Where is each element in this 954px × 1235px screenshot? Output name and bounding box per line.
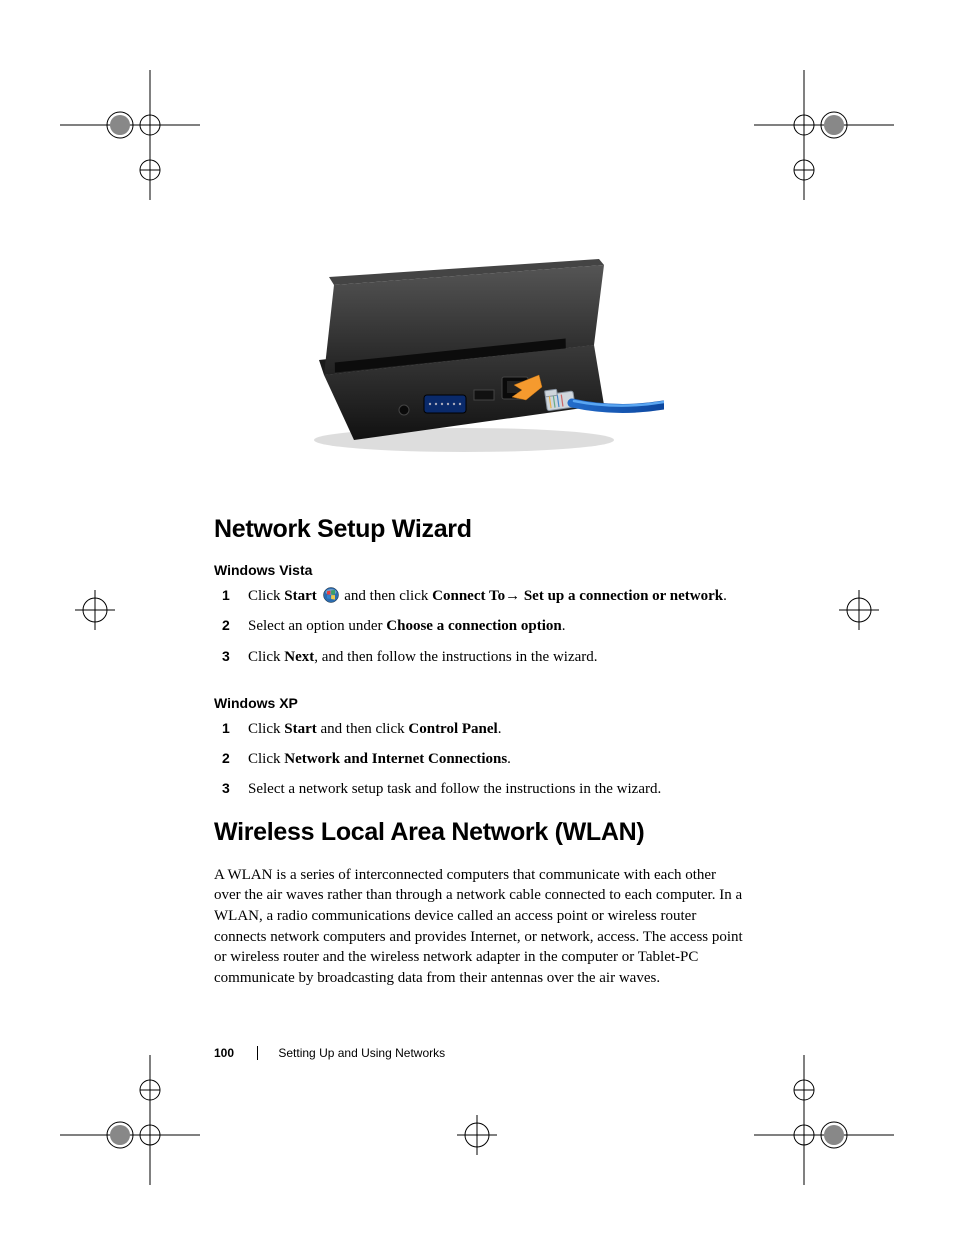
- step-item: 2 Click Network and Internet Connections.: [214, 749, 744, 769]
- step-text: Click: [248, 721, 284, 737]
- step-number: 2: [222, 616, 230, 635]
- step-item: 3 Select a network setup task and follow …: [214, 779, 744, 799]
- subsection-heading-xp: Windows XP: [214, 695, 744, 711]
- step-text: , and then follow the instructions in th…: [314, 649, 597, 665]
- step-number: 3: [222, 647, 230, 666]
- step-number: 1: [222, 719, 230, 738]
- step-text: and then click: [317, 721, 409, 737]
- step-text: Click: [248, 649, 284, 665]
- cropmark-right-mid: [829, 580, 889, 640]
- cropmark-bottom-left: [60, 1055, 200, 1185]
- subsection-heading-vista: Windows Vista: [214, 562, 744, 578]
- hero-illustration: [214, 255, 744, 460]
- step-text: Click: [248, 588, 284, 604]
- step-text: Select a network setup task and follow t…: [248, 781, 661, 797]
- cropmark-top-right: [754, 70, 894, 200]
- step-text-bold: Next: [284, 649, 314, 665]
- step-text: .: [562, 618, 566, 634]
- wlan-body-text: A WLAN is a series of interconnected com…: [214, 865, 744, 989]
- running-title: Setting Up and Using Networks: [257, 1046, 445, 1060]
- step-item: 1 Click Start and then click Control Pane…: [214, 719, 744, 739]
- section-heading-wlan: Wireless Local Area Network (WLAN): [214, 818, 744, 847]
- step-text: and then click: [341, 588, 433, 604]
- windows-vista-orb-icon: [323, 587, 339, 603]
- cropmark-bottom-center: [447, 1105, 507, 1165]
- step-text-bold: Start: [284, 588, 320, 604]
- step-text: Select an option under: [248, 618, 386, 634]
- step-text: Click: [248, 751, 284, 767]
- steps-list-xp: 1 Click Start and then click Control Pane…: [214, 719, 744, 800]
- step-text: .: [507, 751, 511, 767]
- cropmark-left-mid: [65, 580, 125, 640]
- step-item: 3 Click Next, and then follow the instruc…: [214, 647, 744, 667]
- cropmark-top-left: [60, 70, 200, 200]
- step-text-bold: Start: [284, 721, 317, 737]
- page-footer: 100 Setting Up and Using Networks: [214, 1046, 461, 1060]
- step-text: .: [498, 721, 502, 737]
- step-item: 1Click Start and then click Connect To→ …: [214, 586, 744, 606]
- step-text-bold: Choose a connection option: [386, 618, 561, 634]
- steps-list-vista: 1Click Start and then click Connect To→ …: [214, 586, 744, 667]
- step-number: 3: [222, 779, 230, 798]
- step-item: 2 Select an option under Choose a connect…: [214, 616, 744, 636]
- step-number: 1: [222, 586, 230, 605]
- step-text: →: [505, 588, 524, 604]
- step-text-bold: Network and Internet Connections: [284, 751, 507, 767]
- step-number: 2: [222, 749, 230, 768]
- step-text: .: [723, 588, 727, 604]
- cropmark-bottom-right: [754, 1055, 894, 1185]
- step-text-bold: Control Panel: [408, 721, 497, 737]
- page-number: 100: [214, 1046, 234, 1060]
- section-heading-network-setup-wizard: Network Setup Wizard: [214, 515, 744, 544]
- step-text-bold: Connect To: [432, 588, 505, 604]
- step-text-bold: Set up a connection or network: [524, 588, 723, 604]
